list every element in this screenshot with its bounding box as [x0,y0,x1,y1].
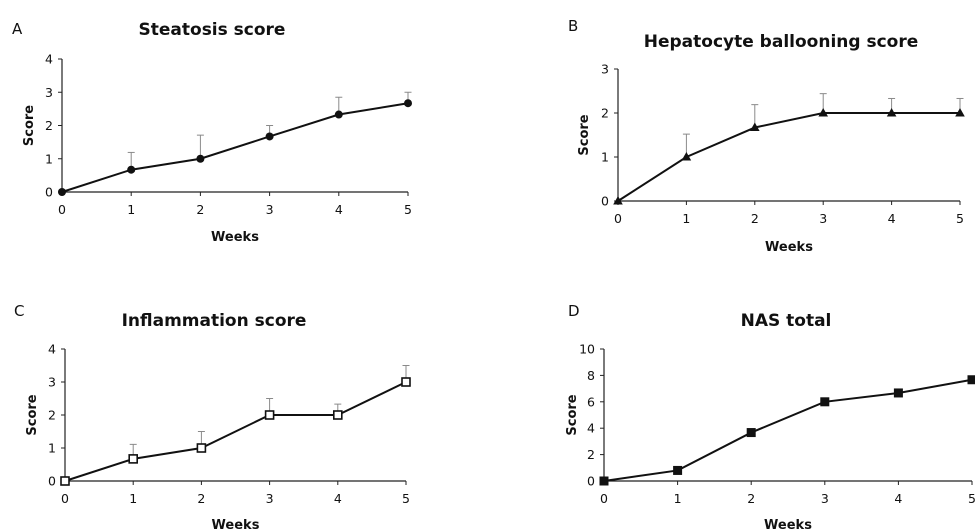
panel-letter: A [12,20,23,38]
y-axis-label: Score [22,105,37,146]
x-tick-label: 0 [614,211,622,226]
y-tick-label: 2 [587,447,595,462]
y-tick-label: 0 [587,474,595,489]
x-axis-label: Weeks [765,240,813,255]
chart-title: Inflammation score [122,311,307,331]
y-tick-label: 3 [45,85,53,100]
y-tick-label: 1 [45,151,53,166]
x-tick-label: 3 [821,491,829,506]
x-tick-label: 5 [404,202,412,217]
x-tick-label: 4 [335,202,343,217]
series-line [603,378,973,482]
x-tick-label: 0 [61,491,69,506]
data-point-1 [681,152,692,161]
data-point-5 [401,377,411,387]
data-point-0 [599,476,609,486]
data-point-3 [264,410,275,420]
data-point-2 [196,443,207,453]
panel-letter: B [568,17,578,35]
x-tick-label: 4 [334,491,342,506]
y-axis-label: Score [25,394,40,435]
y-tick-label: 0 [48,474,56,489]
x-tick-label: 1 [674,491,682,506]
chart-title: NAS total [741,311,832,331]
series-line [617,112,960,202]
y-tick-label: 1 [601,150,609,165]
x-tick-label: 0 [58,202,66,217]
data-point-4 [332,410,343,420]
panel-letter: C [14,302,24,320]
data-point-1 [673,465,683,475]
data-point-1 [127,165,136,174]
data-point-0 [613,196,623,205]
x-tick-label: 2 [197,491,205,506]
chart-title: Steatosis score [139,20,286,40]
data-point-2 [196,154,205,163]
data-point-4 [893,388,903,398]
chart-title: Hepatocyte ballooning score [644,32,919,52]
series-line [64,381,407,482]
y-tick-label: 4 [48,342,56,357]
y-tick-label: 2 [601,106,609,121]
data-point-0 [60,476,70,486]
x-tick-label: 1 [129,491,137,506]
chart-panel-b: B Hepatocyte ballooning score 0 1 2 3 0 1 2 3 4 5 We… [568,17,965,255]
y-axis-label: Score [565,394,580,435]
y-tick-label: 4 [45,52,53,67]
x-tick-label: 2 [747,491,755,506]
data-point-5 [955,108,965,117]
data-point-0 [58,188,66,196]
data-point-4 [334,110,343,119]
x-tick-label: 3 [266,202,274,217]
x-tick-label: 0 [600,491,608,506]
y-tick-label: 2 [48,408,56,423]
x-axis-label: Weeks [764,518,812,532]
panel-letter: D [568,302,580,320]
y-tick-label: 0 [45,185,53,200]
y-tick-label: 6 [587,394,595,409]
x-tick-label: 4 [894,491,902,506]
y-tick-label: 2 [45,118,53,133]
data-point-1 [128,454,138,464]
y-tick-label: 4 [587,421,595,436]
y-tick-label: 3 [601,62,609,77]
series-line [61,102,409,193]
x-tick-label: 1 [682,211,690,226]
x-tick-label: 5 [956,211,964,226]
data-point-4 [886,108,897,117]
x-tick-label: 2 [751,211,759,226]
data-point-3 [265,132,274,141]
x-tick-label: 5 [968,491,975,506]
y-tick-label: 8 [587,368,595,383]
data-point-3 [818,108,828,117]
chart-panel-a: A Steatosis score 0 1 2 3 4 0 1 2 3 4 5 Weeks Score [12,20,412,245]
x-tick-label: 2 [196,202,204,217]
y-tick-label: 10 [579,342,595,357]
data-point-2 [750,122,760,132]
x-tick-label: 1 [127,202,135,217]
y-axis-label: Score [577,114,592,155]
y-tick-label: 1 [48,441,56,456]
x-tick-label: 3 [819,211,827,226]
y-tick-label: 3 [48,375,56,390]
data-point-5 [404,99,412,108]
x-tick-label: 3 [266,491,274,506]
chart-panel-c: C Inflammation score 0 1 2 3 4 0 1 2 3 4 5 Weeks Score [14,302,411,532]
x-axis-label: Weeks [212,518,260,532]
chart-panel-d: D NAS total 0 2 4 6 8 10 0 1 2 3 4 5 Weeks Score [565,302,975,532]
x-axis-label: Weeks [211,230,259,245]
x-tick-label: 5 [402,491,410,506]
x-tick-label: 4 [888,211,896,226]
data-point-5 [967,375,975,385]
data-point-3 [820,397,830,407]
data-point-2 [746,428,756,438]
y-tick-label: 0 [601,194,609,209]
